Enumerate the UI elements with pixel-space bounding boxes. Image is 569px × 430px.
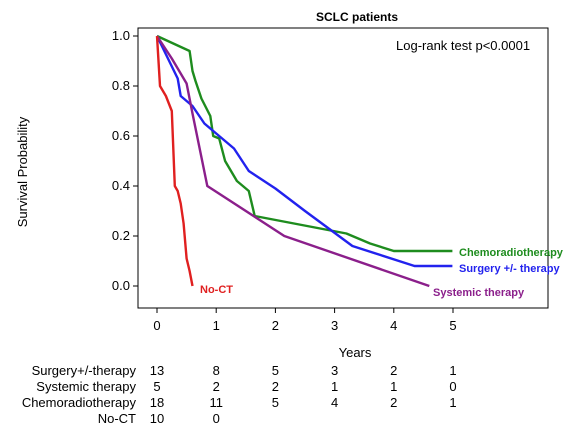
risk-count: 1 — [390, 379, 397, 394]
y-tick-label: 0.8 — [112, 78, 130, 93]
y-axis-label: Survival Probability — [15, 116, 30, 227]
x-axis-label: Years — [339, 345, 372, 360]
y-tick-label: 1.0 — [112, 28, 130, 43]
risk-count: 11 — [209, 395, 223, 410]
risk-count: 1 — [331, 379, 338, 394]
risk-count: 18 — [150, 395, 164, 410]
x-tick-label: 1 — [213, 318, 220, 333]
risk-count: 4 — [331, 395, 338, 410]
series-label: No-CT — [200, 284, 233, 296]
y-tick-label: 0.0 — [112, 278, 130, 293]
x-tick-label: 0 — [153, 318, 160, 333]
risk-count: 2 — [390, 395, 397, 410]
risk-count: 5 — [272, 363, 279, 378]
series-line — [155, 35, 453, 268]
risk-count: 2 — [272, 379, 279, 394]
x-tick-label: 5 — [449, 318, 456, 333]
risk-count: 0 — [449, 379, 456, 394]
plot-frame — [137, 27, 549, 309]
risk-count: 13 — [150, 363, 164, 378]
series-labels: Chemoradiotherapy Surgery +/- therapy Syst… — [200, 247, 564, 299]
risk-count: 5 — [272, 395, 279, 410]
series-curves — [155, 34, 453, 288]
y-tick-label: 0.4 — [112, 178, 130, 193]
series-label: Surgery +/- therapy — [459, 263, 560, 275]
x-tick-label: 2 — [272, 318, 279, 333]
risk-count: 2 — [390, 363, 397, 378]
risk-count: 0 — [213, 411, 220, 426]
series-label: Systemic therapy — [433, 287, 525, 299]
series-line — [155, 35, 194, 287]
y-tick-label: 0.2 — [112, 228, 130, 243]
series-line — [156, 34, 453, 253]
y-tick-label: 0.6 — [112, 128, 130, 143]
risk-row-label: Chemoradiotherapy — [22, 395, 137, 410]
logrank-annotation: Log-rank test p<0.0001 — [396, 38, 530, 53]
risk-count: 3 — [331, 363, 338, 378]
risk-count: 10 — [150, 411, 164, 426]
x-tick-label: 3 — [331, 318, 338, 333]
risk-count: 1 — [449, 363, 456, 378]
risk-row-label: Systemic therapy — [36, 379, 136, 394]
risk-row-label: No-CT — [98, 411, 136, 426]
risk-count: 2 — [213, 379, 220, 394]
y-axis: 0.0 0.2 0.4 0.6 0.8 1.0 — [112, 28, 138, 293]
x-axis: 0 1 2 3 4 5 — [153, 308, 457, 333]
risk-count: 8 — [213, 363, 220, 378]
risk-row-label: Surgery+/-therapy — [32, 363, 137, 378]
risk-count: 5 — [153, 379, 160, 394]
risk-count: 1 — [449, 395, 456, 410]
x-tick-label: 4 — [390, 318, 397, 333]
chart-title: SCLC patients — [316, 10, 398, 24]
series-line — [155, 35, 430, 288]
series-label: Chemoradiotherapy — [459, 247, 564, 259]
plot-border — [137, 27, 549, 309]
